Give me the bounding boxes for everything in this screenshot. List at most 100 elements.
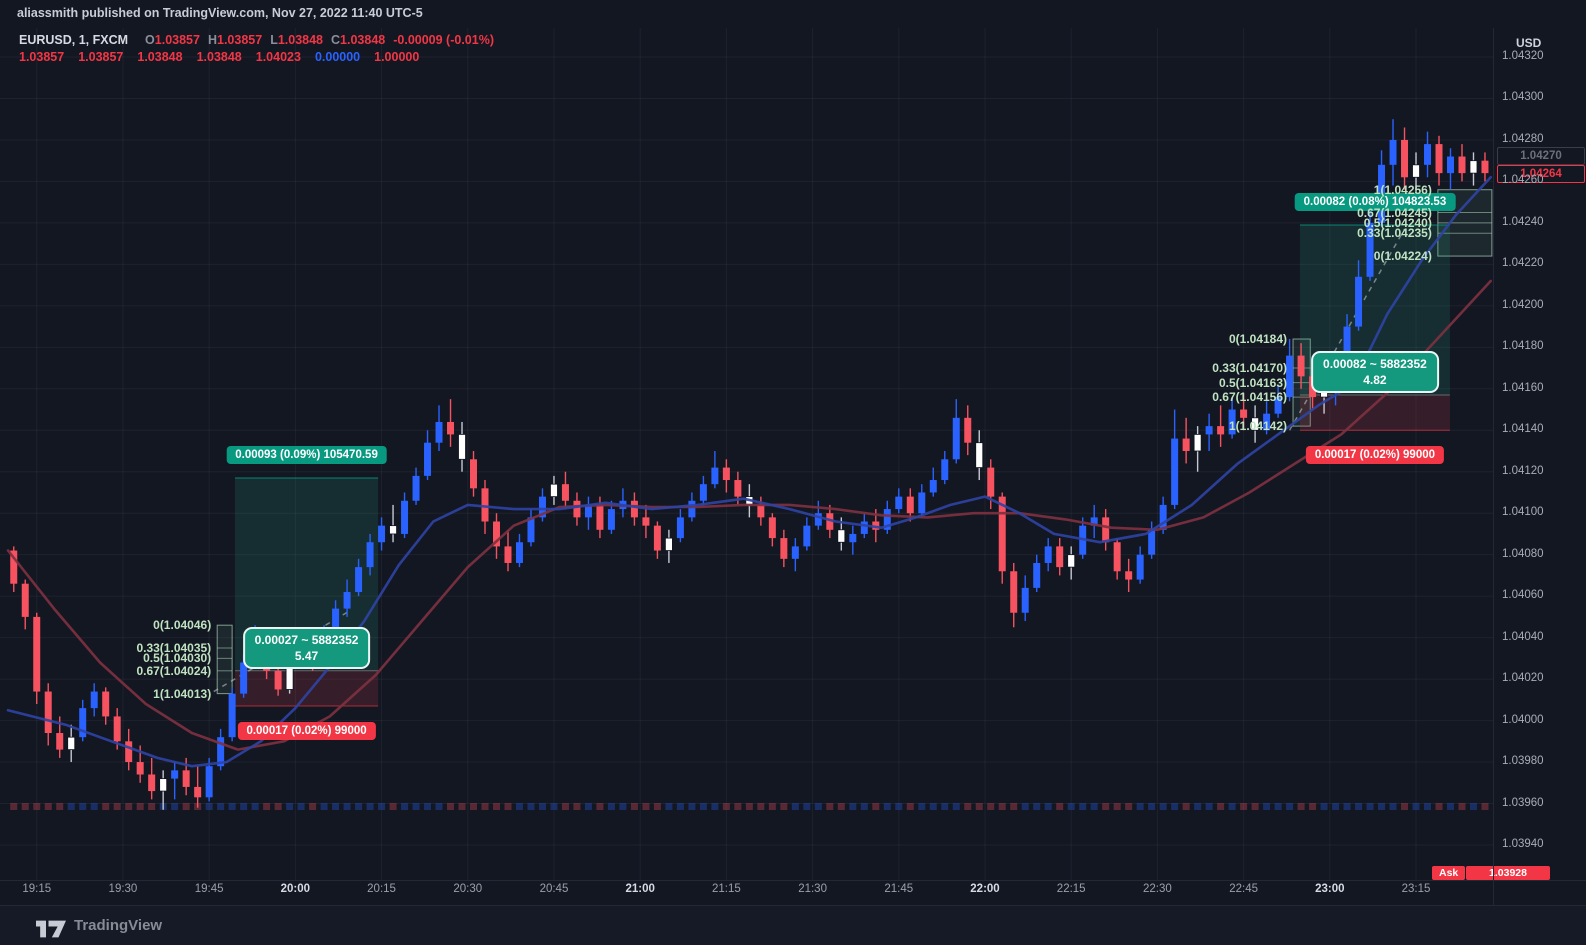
volume-dash	[803, 803, 811, 810]
volume-dash	[1251, 803, 1259, 810]
candle-body	[699, 484, 707, 501]
candle-body	[814, 513, 822, 526]
volume-dash	[1355, 803, 1363, 810]
candle-body	[1033, 562, 1041, 588]
candle-body	[56, 733, 64, 750]
volume-dash	[1332, 803, 1340, 810]
candle-body	[125, 741, 133, 763]
candle-body	[251, 635, 259, 663]
candle-body	[67, 736, 76, 751]
volume-dash	[102, 803, 110, 810]
volume-dash	[320, 803, 328, 810]
candle-body	[550, 483, 558, 498]
candle-body	[607, 509, 615, 530]
volume-dash	[1458, 803, 1466, 810]
candle-body	[263, 635, 271, 671]
candle-body	[401, 500, 409, 534]
candle-body	[240, 662, 248, 694]
candle-body	[1378, 164, 1386, 223]
volume-dash	[378, 803, 386, 810]
volume-dash	[642, 803, 650, 810]
volume-dash	[1194, 803, 1202, 810]
candle-body	[642, 517, 650, 526]
volume-dash	[1090, 803, 1098, 810]
candle-body	[33, 616, 41, 692]
volume-dash	[1412, 803, 1420, 810]
volume-dash	[79, 803, 87, 810]
volume-dash	[355, 803, 363, 810]
candle-body	[711, 467, 719, 485]
candle-body	[941, 459, 949, 481]
candle-body	[1251, 417, 1259, 431]
volume-dash	[205, 803, 213, 810]
volume-dash	[1343, 803, 1351, 810]
volume-dash	[561, 803, 569, 810]
volume-dash	[297, 803, 305, 810]
candle-body	[113, 716, 121, 742]
volume-dash	[481, 803, 489, 810]
candle-body	[159, 778, 168, 792]
projection-dashed-line[interactable]	[213, 610, 351, 693]
volume-dash	[676, 803, 684, 810]
volume-dash	[1159, 803, 1167, 810]
volume-dash	[1067, 803, 1075, 810]
projection-dashed-line[interactable]	[1288, 228, 1406, 431]
volume-dash	[1021, 803, 1029, 810]
volume-dash	[538, 803, 546, 810]
volume-dash	[745, 803, 753, 810]
volume-dash	[653, 803, 661, 810]
volume-dash	[1102, 803, 1110, 810]
candle-body	[538, 496, 546, 518]
long-position-2-profit-zone[interactable]	[1299, 224, 1450, 396]
volume-dash	[906, 803, 914, 810]
candle-body	[596, 504, 604, 530]
candle-body	[228, 693, 236, 738]
long-position-2-loss-zone[interactable]	[1299, 395, 1450, 431]
candle-body	[1159, 504, 1167, 530]
candle-body	[573, 500, 581, 518]
volume-dash	[826, 803, 834, 810]
candle-body	[1446, 156, 1454, 174]
candle-body	[1205, 426, 1213, 435]
candle-body	[998, 496, 1006, 572]
volume-dash	[263, 803, 271, 810]
fib-retracement-1[interactable]	[216, 624, 233, 695]
candle-body	[1148, 529, 1156, 555]
candle-body	[688, 500, 696, 518]
volume-dash	[1366, 803, 1374, 810]
candle-body	[1366, 222, 1374, 277]
volume-dash	[734, 803, 742, 810]
candle-body	[653, 525, 661, 551]
volume-dash	[286, 803, 294, 810]
volume-dash	[607, 803, 615, 810]
candle-body	[332, 608, 340, 634]
volume-dash	[182, 803, 190, 810]
volume-dash	[584, 803, 592, 810]
volume-dash	[343, 803, 351, 810]
volume-dash	[113, 803, 121, 810]
candle-body	[171, 770, 179, 779]
volume-dash	[964, 803, 972, 810]
candle-body	[803, 525, 811, 547]
volume-dash	[21, 803, 29, 810]
candle-body	[1297, 355, 1305, 377]
volume-dash	[929, 803, 937, 810]
candle-body	[1469, 160, 1478, 174]
candle-body	[1355, 276, 1363, 327]
volume-dash	[492, 803, 500, 810]
candle-body	[952, 417, 960, 460]
volume-dash	[1389, 803, 1397, 810]
volume-dash	[366, 803, 374, 810]
candle-body	[1125, 571, 1133, 580]
volume-dash	[1435, 803, 1443, 810]
long-position-1-loss-zone[interactable]	[235, 670, 379, 707]
volume-dash	[148, 803, 156, 810]
volume-dash	[90, 803, 98, 810]
volume-dash	[1286, 803, 1294, 810]
candle-body	[1263, 413, 1271, 431]
candle-body	[906, 496, 914, 514]
candle-body	[481, 488, 489, 522]
candle-body	[826, 513, 834, 530]
